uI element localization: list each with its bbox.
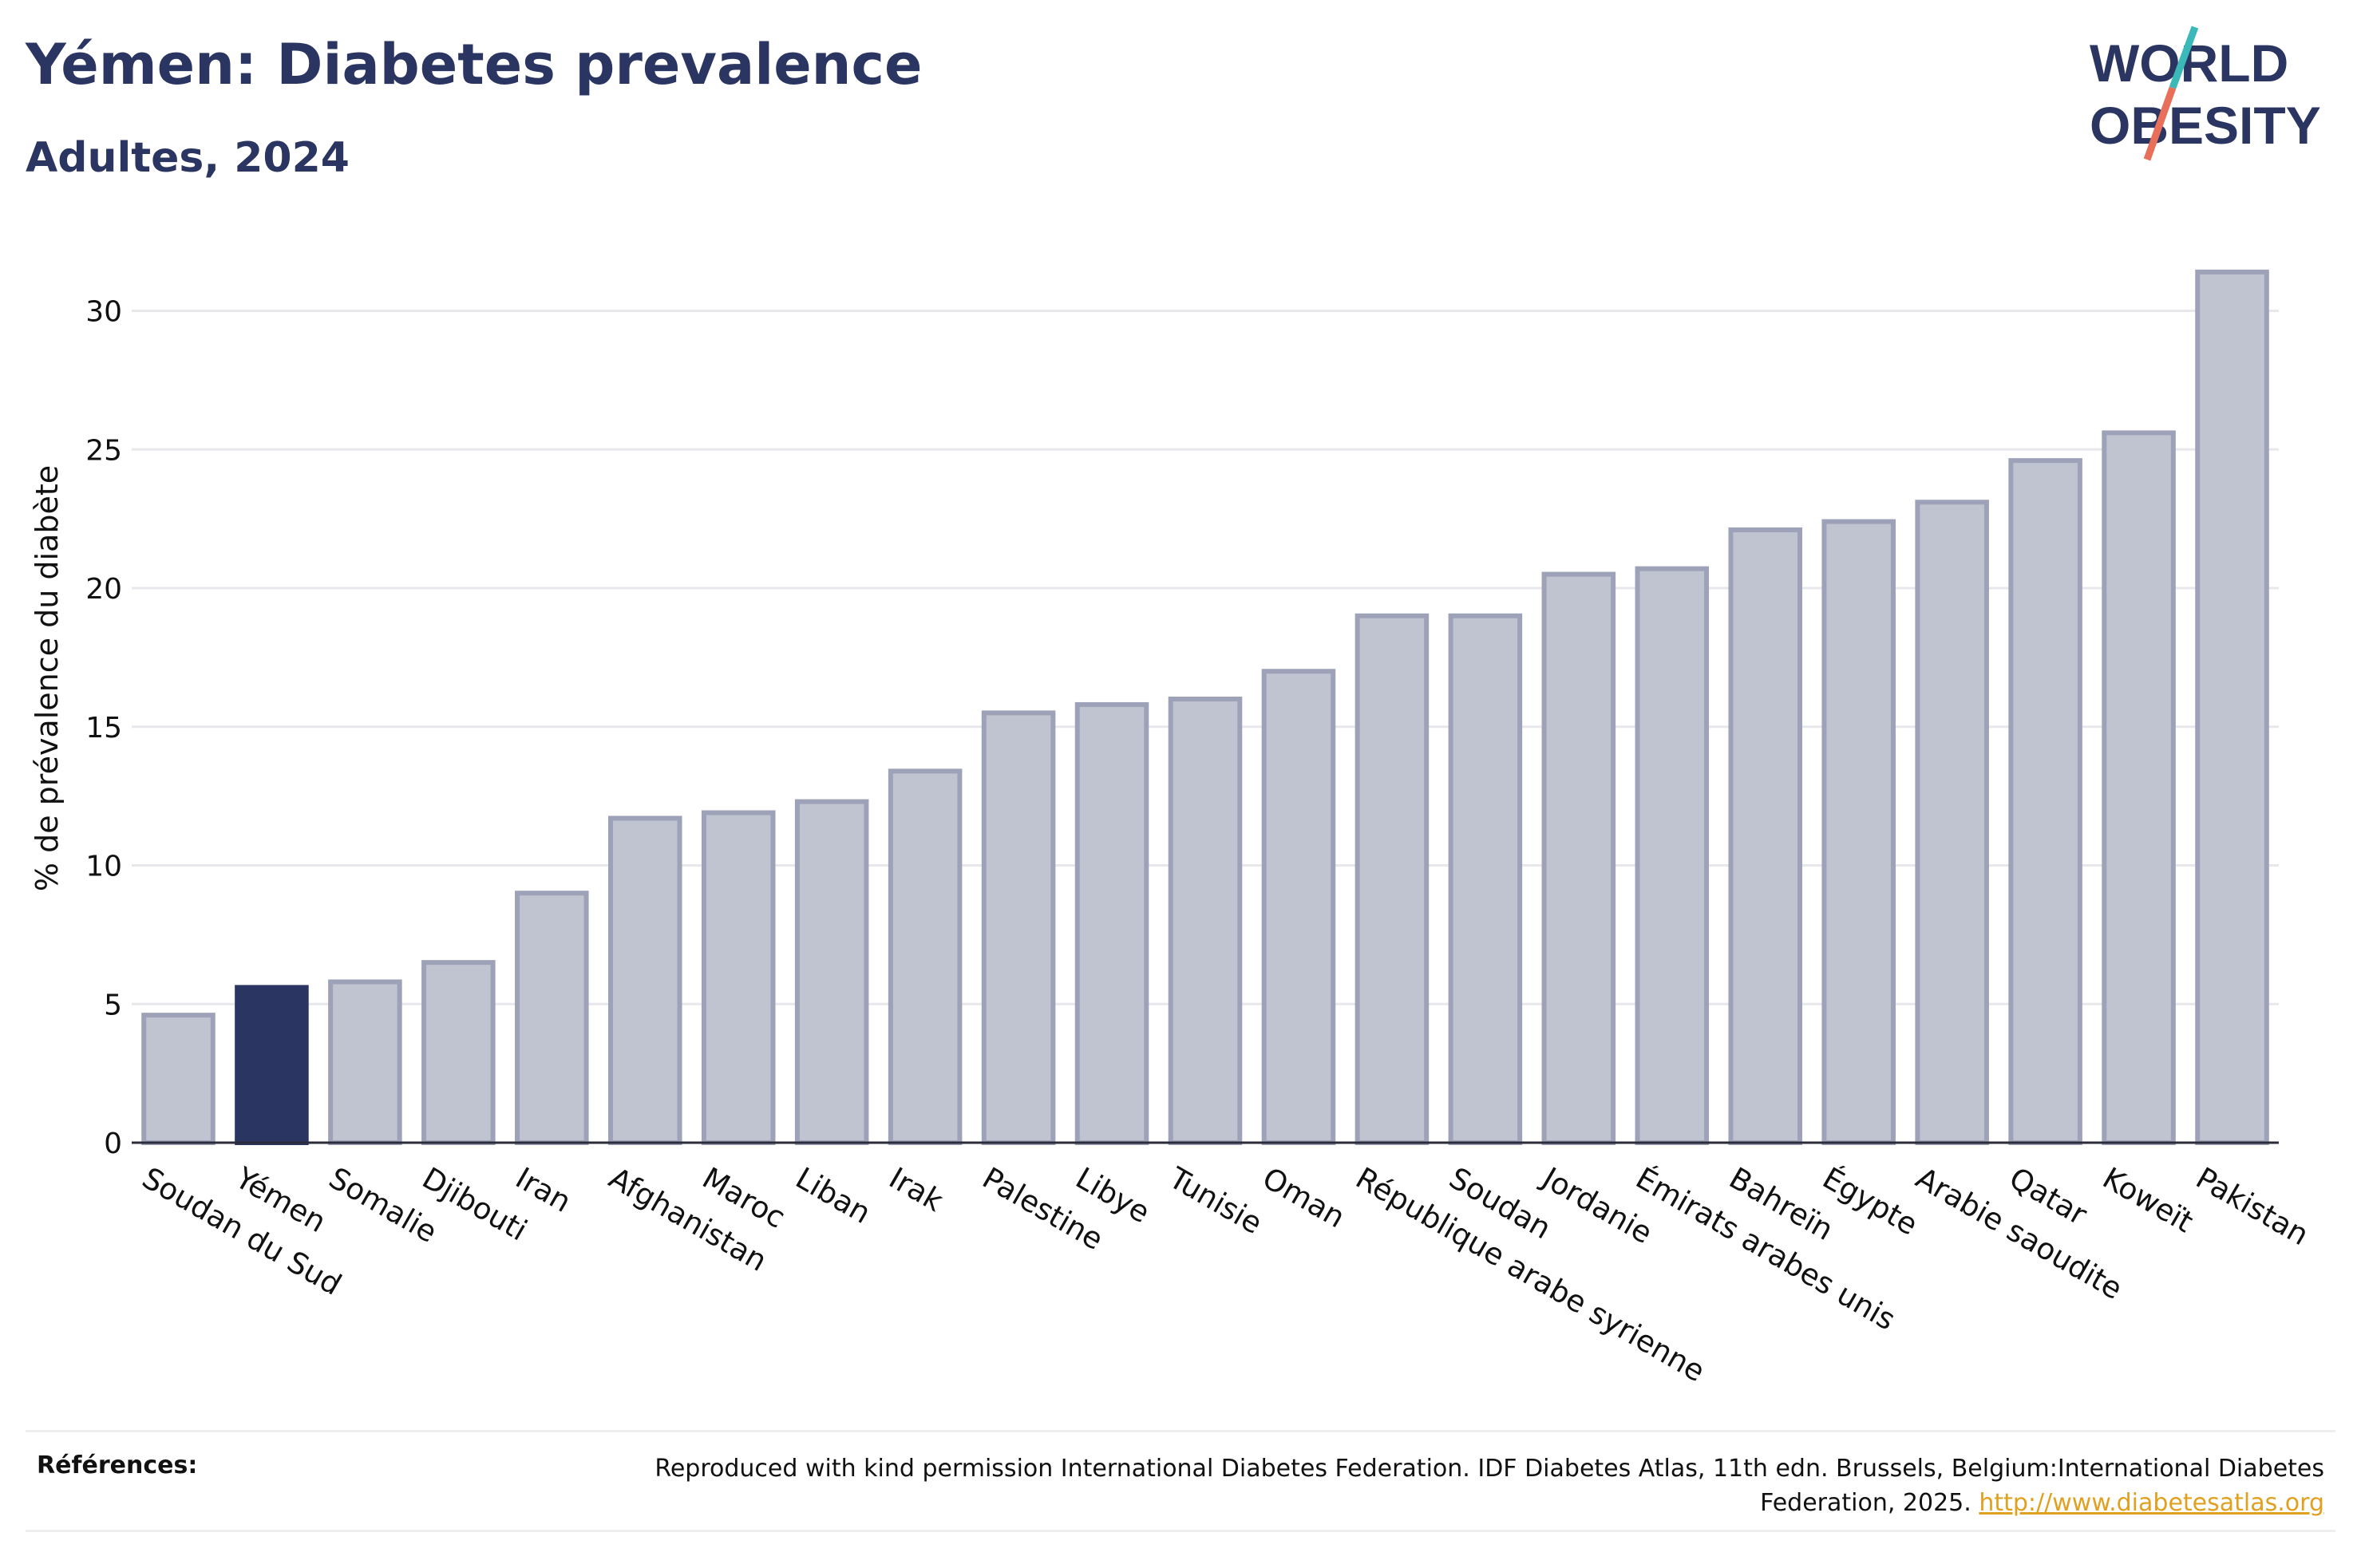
x-tick-label: Somalie — [323, 1161, 443, 1250]
y-tick-label: 25 — [85, 434, 122, 467]
x-tick-label: Liban — [790, 1161, 877, 1230]
bar-8[interactable] — [888, 768, 963, 1145]
bar-7[interactable] — [794, 799, 869, 1145]
chart-subtitle: Adultes, 2024 — [26, 134, 350, 182]
bar-9[interactable] — [981, 710, 1056, 1145]
x-tick-label: Koweït — [2097, 1161, 2199, 1240]
bar-0[interactable] — [141, 1013, 216, 1146]
bar-2[interactable] — [328, 979, 402, 1145]
bar-21[interactable] — [2102, 430, 2176, 1145]
references-footer: Références: Reproduced with kind permiss… — [26, 1430, 2335, 1532]
y-tick-label: 10 — [85, 851, 122, 883]
x-tick-label: Oman — [1256, 1161, 1351, 1235]
bar-10[interactable] — [1074, 701, 1149, 1145]
bar-6[interactable] — [701, 810, 776, 1145]
bar-4[interactable] — [515, 891, 589, 1145]
references-body: Reproduced with kind permission Internat… — [655, 1455, 2324, 1517]
bars — [141, 269, 2269, 1146]
y-tick-label: 20 — [85, 573, 122, 606]
y-tick-label: 0 — [104, 1128, 122, 1160]
bar-17[interactable] — [1728, 527, 1803, 1145]
references-text: Reproduced with kind permission Internat… — [568, 1451, 2324, 1520]
references-link[interactable]: http://www.diabetesatlas.org — [1979, 1489, 2324, 1517]
logo-slash-bottom — [2143, 86, 2177, 161]
bar-5[interactable] — [607, 816, 682, 1146]
logo-slash-top — [2169, 26, 2199, 89]
bar-1[interactable] — [235, 985, 309, 1146]
bar-18[interactable] — [1821, 519, 1896, 1145]
bar-19[interactable] — [1915, 500, 1989, 1145]
bar-20[interactable] — [2008, 458, 2082, 1145]
bar-13[interactable] — [1355, 613, 1430, 1145]
y-axis-label: % de prévalence du diabète — [30, 465, 65, 891]
references-label: Références: — [37, 1451, 198, 1479]
x-tick-label: Irak — [884, 1161, 950, 1219]
bar-12[interactable] — [1261, 669, 1336, 1145]
y-tick-label: 15 — [85, 712, 122, 745]
y-tick-label: 5 — [104, 989, 122, 1021]
x-tick-label: Pakistan — [2190, 1161, 2315, 1253]
y-tick-label: 30 — [85, 296, 122, 329]
bar-11[interactable] — [1168, 697, 1243, 1145]
world-obesity-logo: WORLD OBESITY — [2090, 26, 2321, 161]
bar-3[interactable] — [421, 960, 496, 1145]
logo-word-obesity: OBESITY — [2090, 96, 2321, 155]
x-tick-label: Tunisie — [1163, 1160, 1268, 1241]
x-tick-label: Égypte — [1817, 1160, 1924, 1242]
bar-16[interactable] — [1635, 566, 1710, 1145]
chart-title: Yémen: Diabetes prevalence — [26, 32, 923, 97]
bar-22[interactable] — [2195, 269, 2269, 1146]
bar-15[interactable] — [1541, 571, 1616, 1145]
bar-14[interactable] — [1448, 613, 1523, 1145]
